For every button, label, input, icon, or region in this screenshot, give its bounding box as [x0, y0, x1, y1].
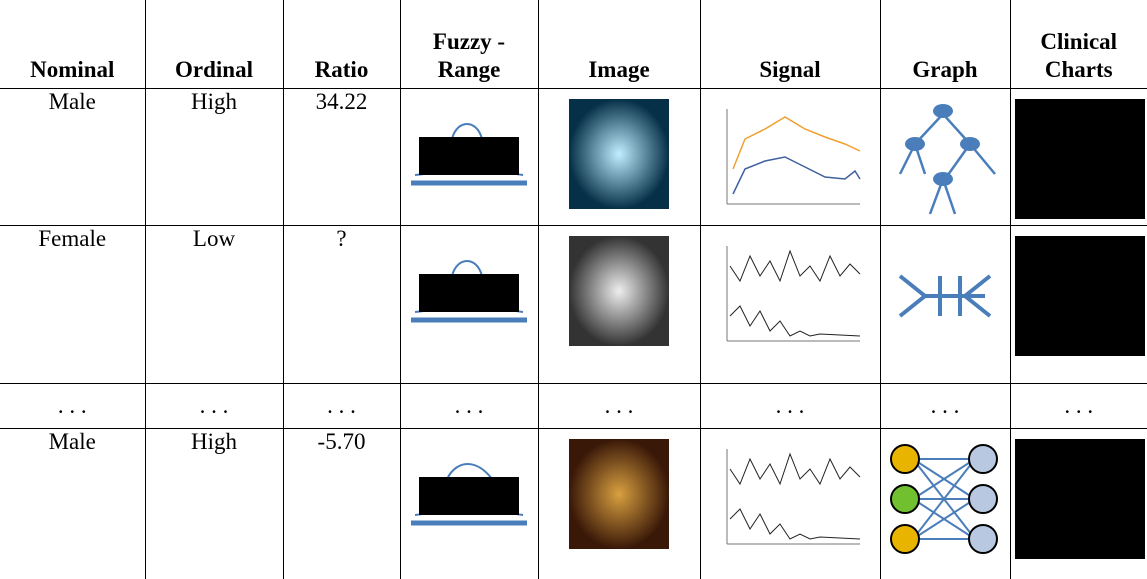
- data-types-table: NominalOrdinalRatioFuzzy - RangeImageSig…: [0, 0, 1147, 579]
- cell: . . .: [700, 384, 880, 429]
- image-cell: [700, 89, 880, 226]
- cell: . . .: [1010, 384, 1147, 429]
- page: NominalOrdinalRatioFuzzy - RangeImageSig…: [0, 0, 1147, 577]
- image-cell: [1010, 89, 1147, 226]
- image-cell: [538, 89, 700, 226]
- image-cell: [700, 226, 880, 384]
- illustration: [407, 99, 531, 189]
- column-header: Signal: [700, 0, 880, 89]
- cell: . . .: [880, 384, 1010, 429]
- illustration: [715, 99, 865, 219]
- image-cell: [880, 89, 1010, 226]
- image-cell: [1010, 226, 1147, 384]
- column-header: Graph: [880, 0, 1010, 89]
- image-cell: [880, 226, 1010, 384]
- image-cell: [400, 89, 538, 226]
- illustration: [1015, 439, 1145, 559]
- cell: . . .: [145, 384, 283, 429]
- cell: . . .: [283, 384, 400, 429]
- cell: . . .: [538, 384, 700, 429]
- image-cell: [1010, 429, 1147, 579]
- column-header: Nominal: [0, 0, 145, 89]
- illustration: [569, 236, 669, 346]
- column-header: Clinical Charts: [1010, 0, 1147, 89]
- illustration: [407, 236, 531, 326]
- illustration: [885, 236, 1005, 356]
- image-cell: [880, 429, 1010, 579]
- illustration: [885, 439, 1005, 559]
- column-header: Ordinal: [145, 0, 283, 89]
- image-cell: [700, 429, 880, 579]
- illustration: [569, 439, 669, 549]
- table-row: . . .. . .. . .. . .. . .. . .. . .. . .: [0, 384, 1147, 429]
- cell: . . .: [400, 384, 538, 429]
- illustration: [569, 99, 669, 209]
- illustration: [885, 99, 1005, 219]
- cell: Male: [0, 429, 145, 579]
- illustration: [715, 236, 865, 356]
- image-cell: [538, 429, 700, 579]
- cell: . . .: [0, 384, 145, 429]
- illustration: [715, 439, 865, 559]
- cell: Low: [145, 226, 283, 384]
- cell: -5.70: [283, 429, 400, 579]
- image-cell: [400, 429, 538, 579]
- column-header: Ratio: [283, 0, 400, 89]
- cell: High: [145, 89, 283, 226]
- image-cell: [538, 226, 700, 384]
- cell: Male: [0, 89, 145, 226]
- cell: ?: [283, 226, 400, 384]
- illustration: [1015, 99, 1145, 219]
- cell: 34.22: [283, 89, 400, 226]
- cell: High: [145, 429, 283, 579]
- illustration: [1015, 236, 1145, 356]
- illustration: [407, 439, 531, 529]
- column-header: Image: [538, 0, 700, 89]
- cell: Female: [0, 226, 145, 384]
- image-cell: [400, 226, 538, 384]
- column-header: Fuzzy - Range: [400, 0, 538, 89]
